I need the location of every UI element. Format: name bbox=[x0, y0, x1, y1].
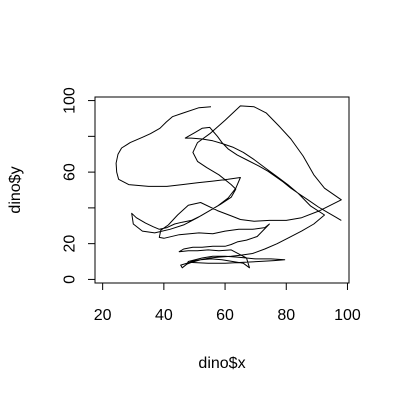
y-tick-label: 20 bbox=[62, 235, 79, 253]
series-line-0 bbox=[115, 105, 342, 269]
y-tick-label: 0 bbox=[62, 275, 79, 284]
y-tick-label: 60 bbox=[62, 163, 79, 181]
x-tick-label: 100 bbox=[334, 307, 361, 324]
y-axis: 0 20 60 100 bbox=[62, 87, 96, 284]
x-tick-label: 60 bbox=[216, 307, 234, 324]
y-tick-label: 100 bbox=[62, 87, 79, 114]
data-layer bbox=[115, 105, 342, 269]
x-tick-label: 40 bbox=[155, 307, 173, 324]
x-tick-label: 20 bbox=[94, 307, 112, 324]
y-axis-label: dino$y bbox=[7, 166, 24, 213]
x-axis-label: dino$x bbox=[198, 355, 245, 372]
plot-frame bbox=[94, 96, 350, 284]
x-tick-label: 80 bbox=[277, 307, 295, 324]
x-axis: 20 40 60 80 100 bbox=[94, 282, 361, 324]
